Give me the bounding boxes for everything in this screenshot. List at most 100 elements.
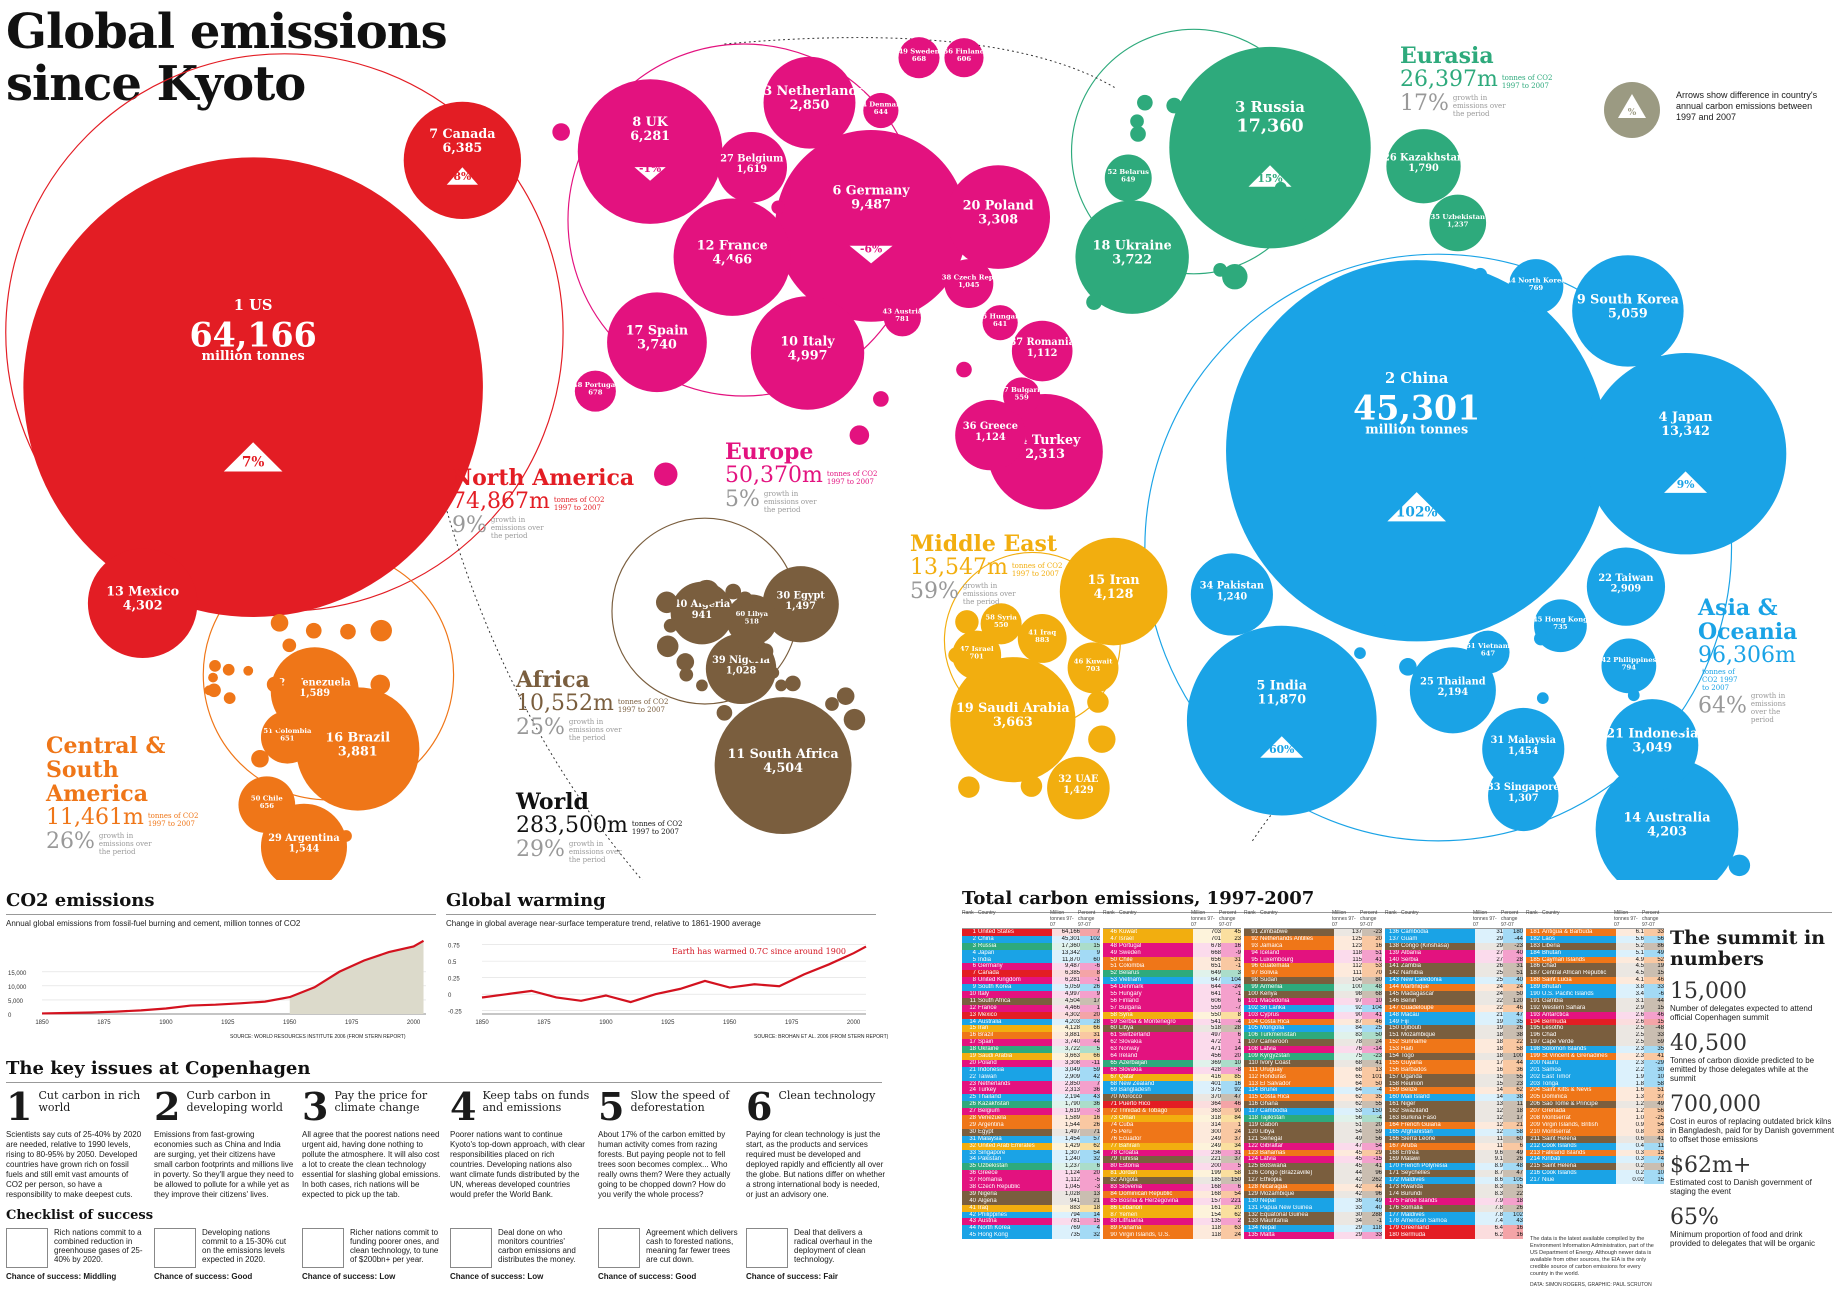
small-country-bubble[interactable]: [663, 618, 678, 633]
small-country-bubble[interactable]: [1627, 689, 1640, 702]
small-country-bubble[interactable]: [1290, 215, 1307, 231]
small-country-bubble[interactable]: [655, 591, 678, 614]
checkbox[interactable]: [302, 1228, 344, 1268]
small-country-bubble[interactable]: [340, 830, 352, 842]
small-country-bubble[interactable]: [552, 123, 570, 141]
small-country-bubble[interactable]: [873, 391, 889, 407]
small-country-bubble[interactable]: [676, 653, 695, 671]
small-country-bubble[interactable]: [1130, 126, 1146, 142]
small-country-bubble[interactable]: [737, 591, 753, 608]
checkbox[interactable]: [746, 1228, 788, 1268]
small-country-bubble[interactable]: [775, 679, 787, 692]
small-country-bubble[interactable]: [305, 622, 322, 639]
checkbox[interactable]: [154, 1228, 196, 1268]
small-country-bubble[interactable]: [843, 708, 866, 731]
small-country-bubble[interactable]: [656, 635, 679, 658]
small-country-bubble[interactable]: [731, 683, 747, 700]
small-country-bubble[interactable]: [767, 666, 780, 679]
checkbox[interactable]: [598, 1228, 640, 1268]
small-country-bubble[interactable]: [1088, 725, 1116, 753]
small-country-bubble[interactable]: [1354, 647, 1366, 660]
small-country-bubble[interactable]: [1534, 631, 1548, 646]
small-country-bubble[interactable]: [1160, 249, 1179, 267]
small-country-bubble[interactable]: [370, 674, 391, 695]
small-country-bubble[interactable]: [1087, 691, 1109, 713]
small-country-bubble[interactable]: [208, 672, 218, 683]
small-country-bubble[interactable]: [771, 200, 786, 215]
small-country-bubble[interactable]: [1476, 690, 1489, 703]
small-country-bubble[interactable]: [654, 462, 678, 486]
small-country-bubble[interactable]: [955, 610, 979, 634]
small-country-bubble[interactable]: [340, 623, 356, 640]
small-country-bubble[interactable]: [716, 704, 733, 721]
small-country-bubble[interactable]: [1373, 622, 1386, 635]
small-country-bubble[interactable]: [1166, 97, 1183, 114]
small-country-bubble[interactable]: [266, 676, 283, 693]
small-country-bubble[interactable]: [204, 685, 215, 696]
small-country-bubble[interactable]: [261, 778, 278, 794]
small-country-bubble[interactable]: [836, 687, 855, 705]
small-country-bubble[interactable]: [1728, 854, 1751, 877]
small-country-bubble[interactable]: [282, 638, 297, 653]
small-country-bubble[interactable]: [956, 361, 972, 378]
small-country-bubble[interactable]: [1673, 721, 1686, 734]
small-country-bubble[interactable]: [1274, 181, 1287, 194]
small-country-bubble[interactable]: [1137, 94, 1153, 111]
small-country-bubble[interactable]: [1473, 267, 1488, 282]
checkbox[interactable]: [6, 1228, 48, 1268]
small-country-bubble[interactable]: [694, 579, 720, 606]
small-country-bubble[interactable]: [725, 583, 742, 600]
small-country-bubble[interactable]: [849, 425, 870, 445]
small-country-bubble[interactable]: [1399, 658, 1417, 676]
small-country-bubble[interactable]: [696, 679, 708, 692]
small-country-bubble[interactable]: [222, 663, 235, 676]
small-country-bubble[interactable]: [948, 647, 964, 663]
small-country-bubble[interactable]: [993, 465, 1009, 482]
small-country-bubble[interactable]: [209, 660, 221, 672]
small-country-bubble[interactable]: [825, 697, 839, 711]
small-country-bubble[interactable]: [679, 667, 694, 682]
small-country-bubble[interactable]: [251, 749, 269, 768]
small-country-bubble[interactable]: [1130, 114, 1144, 129]
